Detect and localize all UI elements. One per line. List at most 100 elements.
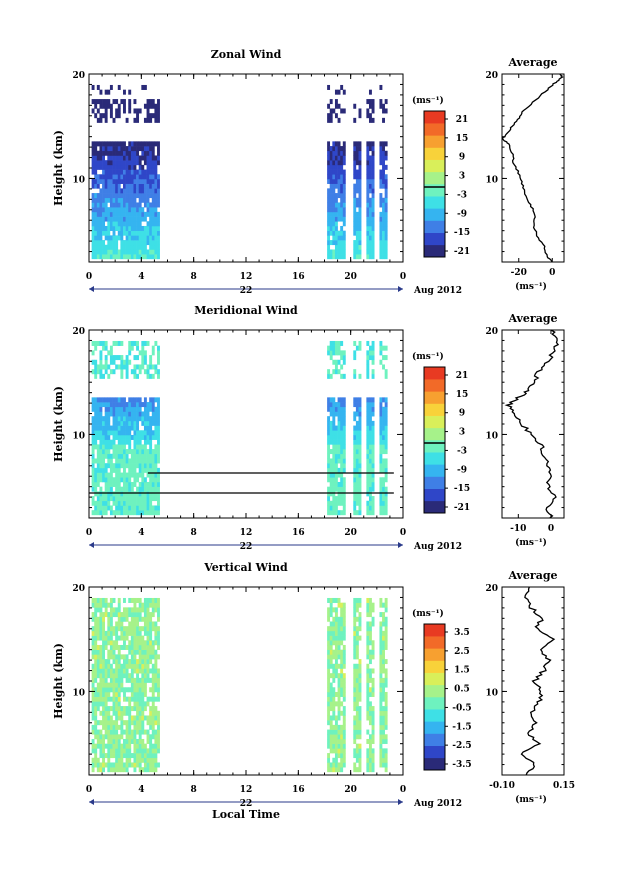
heatmap-cell <box>353 169 357 175</box>
x-tick-label: 16 <box>292 272 305 282</box>
heatmap-cell <box>115 458 119 464</box>
average-x-label: (ms⁻¹) <box>515 794 547 805</box>
heatmap-cell <box>337 491 341 497</box>
heatmap-cell <box>368 640 372 646</box>
heatmap-cell <box>151 640 155 646</box>
heatmap-cell <box>117 762 121 768</box>
heatmap-cell <box>120 188 124 194</box>
heatmap-cell <box>151 486 155 492</box>
heatmap-cell <box>353 355 357 361</box>
heatmap-cell <box>130 254 134 260</box>
heatmap-cell <box>154 160 158 166</box>
heatmap-cell <box>382 449 385 455</box>
heatmap-cell <box>146 663 150 669</box>
heatmap-cell <box>342 486 346 492</box>
heatmap-cell <box>355 397 359 403</box>
heatmap-cell <box>133 720 137 726</box>
heatmap-cell <box>368 397 372 403</box>
heatmap-cell <box>102 626 105 632</box>
heatmap-cell <box>91 710 95 716</box>
heatmap-cell <box>379 202 383 208</box>
heatmap-cell <box>334 644 338 650</box>
heatmap-cell <box>342 188 346 194</box>
heatmap-cell <box>379 397 383 403</box>
heatmap-cell <box>123 706 126 712</box>
heatmap-cell <box>327 486 331 492</box>
heatmap-cell <box>115 729 119 735</box>
heatmap-cell <box>104 108 108 114</box>
heatmap-cell <box>327 225 331 231</box>
heatmap-cell <box>327 103 331 109</box>
heatmap-cell <box>133 724 137 730</box>
heatmap-cell <box>133 340 137 346</box>
heatmap-cell <box>358 249 362 255</box>
heatmap-cell <box>157 211 160 217</box>
heatmap-cell <box>334 160 338 166</box>
heatmap-cell <box>125 420 129 426</box>
heatmap-cell <box>141 444 145 450</box>
heatmap-cell <box>157 183 160 189</box>
heatmap-cell <box>382 635 385 641</box>
heatmap-cell <box>146 439 150 445</box>
heatmap-cell <box>115 406 119 412</box>
heatmap-cell <box>109 630 113 636</box>
heatmap-cell <box>120 369 124 375</box>
heatmap-cell <box>327 682 331 688</box>
heatmap-cell <box>366 178 370 184</box>
heatmap-cell <box>94 397 98 403</box>
heatmap-cell <box>358 710 362 716</box>
heatmap-cell <box>123 687 126 693</box>
heatmap-cell <box>353 449 357 455</box>
heatmap-cell <box>91 677 95 683</box>
heatmap-cell <box>332 230 336 236</box>
heatmap-cell <box>334 411 338 417</box>
heatmap-cell <box>371 397 375 403</box>
heatmap-cell <box>371 150 375 156</box>
heatmap-cell <box>340 430 344 436</box>
heatmap-cell <box>96 621 100 627</box>
colorbar-segment <box>424 684 445 698</box>
heatmap-cell <box>141 682 145 688</box>
heatmap-cell <box>94 663 98 669</box>
heatmap-cell <box>371 757 375 763</box>
heatmap-cell <box>358 439 362 445</box>
heatmap-cell <box>125 197 129 203</box>
heatmap-cell <box>125 155 129 161</box>
heatmap-cell <box>342 155 346 161</box>
heatmap-cell <box>371 174 375 180</box>
heatmap-cell <box>133 757 137 763</box>
heatmap-cell <box>123 481 126 487</box>
heatmap-cell <box>329 458 333 464</box>
heatmap-cell <box>342 626 346 632</box>
heatmap-cell <box>366 738 370 744</box>
heatmap-cell <box>99 649 103 655</box>
heatmap-cell <box>342 481 346 487</box>
heatmap-cell <box>91 706 95 712</box>
heatmap-cell <box>123 188 126 194</box>
heatmap-cell <box>154 481 158 487</box>
heatmap-cell <box>151 178 155 184</box>
heatmap-cell <box>337 89 341 95</box>
heatmap-cell <box>334 500 338 506</box>
heatmap-cell <box>117 696 121 702</box>
heatmap-cell <box>157 99 160 105</box>
heatmap-cell <box>138 663 142 669</box>
heatmap-cell <box>91 402 95 408</box>
heatmap-cell <box>368 463 372 469</box>
colorbar-segment <box>424 757 445 771</box>
heatmap-cell <box>371 406 375 412</box>
heatmap-cell <box>143 178 147 184</box>
heatmap-cell <box>143 453 147 459</box>
x-axis-label: Local Time <box>212 808 280 821</box>
heatmap-cell <box>151 767 155 773</box>
heatmap-cell <box>143 701 147 707</box>
heatmap-cell <box>141 654 145 660</box>
heatmap-cell <box>342 696 346 702</box>
heatmap-cell <box>102 757 105 763</box>
heatmap-cell <box>355 216 359 222</box>
heatmap-cell <box>120 359 124 365</box>
heatmap-cell <box>94 113 98 119</box>
heatmap-cell <box>384 411 388 417</box>
heatmap-cell <box>358 724 362 730</box>
heatmap-cell <box>130 420 134 426</box>
